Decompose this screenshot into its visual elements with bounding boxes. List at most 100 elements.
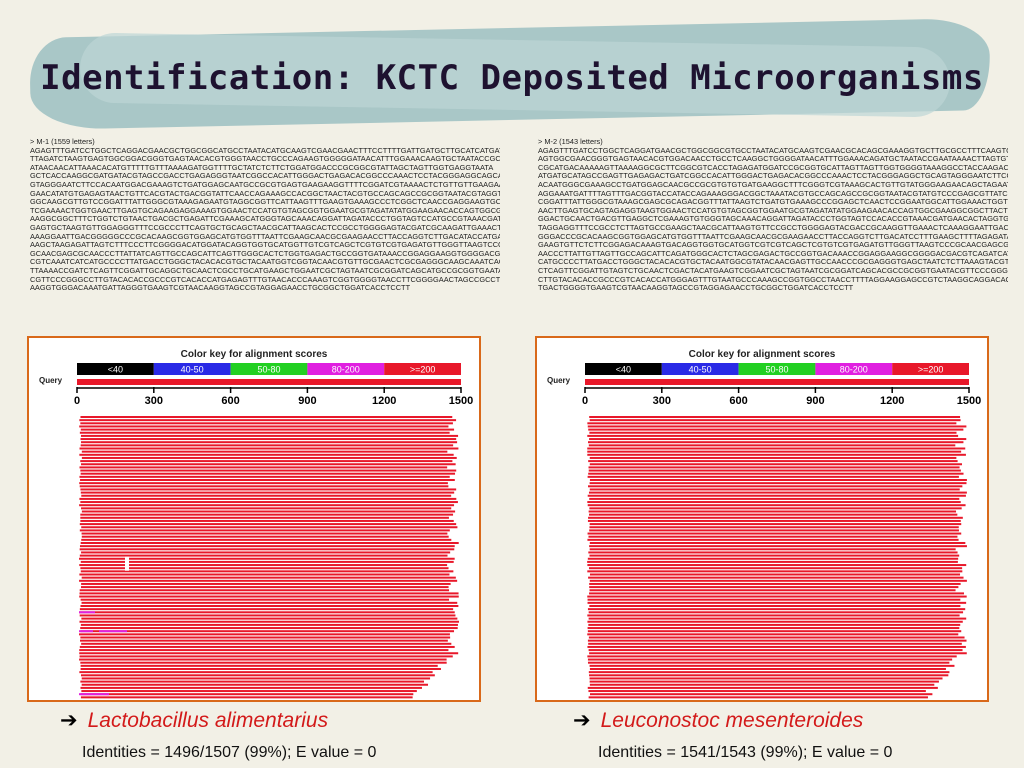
alignment-hit-bar — [588, 466, 960, 469]
alignment-hit-bar — [80, 491, 455, 494]
color-key-swatch — [738, 363, 816, 375]
alignment-hit-bar — [80, 501, 458, 504]
alignment-hit-bar — [79, 608, 454, 611]
query-bar — [585, 379, 969, 385]
color-key-label: 40-50 — [689, 365, 712, 375]
sequence-block-m2: > M-2 (1543 letters) AGAGTTTGATCCTGGCTCA… — [538, 138, 1008, 293]
alignment-hit-bar — [81, 532, 448, 535]
alignment-hit-bar — [588, 491, 967, 494]
alignment-hit-bar — [589, 419, 961, 422]
alignment-hit-bar — [79, 579, 458, 582]
alignment-hit-bar — [589, 456, 957, 459]
alignment-hit-bar — [589, 579, 967, 582]
alignment-hit-bar — [588, 460, 958, 463]
alignment-hit-bar — [81, 538, 452, 541]
alignment-hit-bar — [589, 554, 960, 557]
alignment-hit-bar — [587, 453, 966, 456]
alignment-hit-bar — [588, 617, 967, 620]
alignment-hit-bar — [80, 605, 459, 607]
alignment-hit-bar — [587, 601, 967, 604]
color-key-swatch — [153, 363, 231, 375]
query-label: Query — [547, 376, 571, 385]
alignment-hit-bar — [80, 438, 457, 441]
color-key-label: <40 — [616, 365, 631, 375]
alignment-hit-bar — [79, 554, 448, 557]
alignment-hit-bar — [79, 655, 453, 658]
alignment-hit-bar — [79, 589, 450, 592]
organism-label-m2: ➔ Leuconostoc mesenteroides — [573, 708, 863, 733]
alignment-hit-bar — [80, 668, 441, 670]
alignment-hit-bar — [587, 441, 964, 444]
axis-tick-label: 0 — [582, 395, 588, 407]
alignment-hit-bar — [79, 564, 448, 567]
alignment-hit-bar — [587, 633, 959, 636]
alignment-hit-bar — [79, 614, 456, 617]
alignment-hit-bar — [587, 475, 959, 478]
axis-tick-label: 300 — [145, 395, 163, 407]
alignment-hit-bar — [79, 611, 95, 614]
alignment-hit-bar — [80, 513, 454, 516]
alignment-hit-bar — [81, 456, 457, 459]
alignment-hit-bar — [79, 573, 450, 576]
color-key-swatch — [892, 363, 969, 375]
alignment-hit-bar — [79, 504, 455, 507]
alignment-hit-bar — [587, 560, 958, 563]
alignment-hit-bar — [80, 598, 450, 601]
alignment-hit-bar — [588, 516, 963, 519]
alignment-hit-bar — [589, 548, 956, 551]
alignment-hit-bar — [587, 630, 962, 633]
identity-text-m2: Identities = 1541/1543 (99%); E value = … — [598, 744, 893, 761]
alignment-hit-bar — [589, 573, 961, 576]
sequence-header: > M-1 (1559 letters) — [30, 138, 95, 146]
alignment-hit-bar — [80, 428, 455, 431]
alignment-hit-bar — [99, 630, 127, 633]
color-key-swatch — [815, 363, 893, 375]
color-key-label: 80-200 — [840, 365, 868, 375]
alignment-hit-bar — [589, 668, 946, 670]
alignment-hit-bar — [79, 545, 455, 548]
alignment-hit-bar — [589, 582, 961, 585]
alignment-hit-bar — [81, 690, 417, 693]
alignment-hit-bar — [80, 516, 449, 519]
alignment-hit-bar — [79, 652, 459, 655]
alignment-hit-bar — [80, 696, 413, 699]
alignment-hit-bar — [588, 485, 963, 488]
alignment-hit-bar — [587, 639, 967, 642]
alignment-hit-bar — [588, 444, 956, 447]
alignment-hit-bar — [589, 431, 957, 434]
alignment-hit-bar — [588, 690, 926, 693]
alignment-hit-bar — [587, 450, 962, 453]
alignment-hit-bar — [589, 586, 959, 589]
alignment-hit-bar — [80, 479, 455, 481]
alignment-hit-bar — [80, 434, 459, 437]
alignment-hit-bar — [587, 595, 967, 598]
alignment-hit-bar — [81, 450, 448, 453]
alignment-hit-bar — [589, 693, 933, 696]
alignment-hit-bar — [587, 425, 967, 428]
sequence-text: AGAGTTTGATCCTGGCTCAGGACGAACGCTGGCGGCATGC… — [30, 145, 500, 293]
alignment-hit-bar — [589, 677, 943, 680]
alignment-hit-bar — [81, 601, 458, 604]
blast-graphic: Color key for alignment scores <40 40-50 50… — [39, 349, 473, 699]
alignment-hit-bar — [81, 535, 449, 538]
alignment-hit-bar — [80, 686, 422, 689]
alignment-hit-bar — [79, 529, 450, 532]
alignment-hit-bar — [80, 664, 438, 667]
alignment-hit-bar — [80, 488, 457, 491]
alignment-gap — [125, 556, 129, 571]
sequence-text: AGAGTTTGATCCTGGCTCAGGATGAACGCTGGCGGCGTGC… — [538, 145, 1008, 293]
alignment-hit-bar — [587, 620, 963, 623]
axis-tick-label: 1200 — [372, 395, 396, 407]
alignment-hit-bar — [588, 636, 965, 639]
alignment-hit-bar — [81, 526, 458, 529]
alignment-hit-bar — [79, 671, 433, 674]
color-key-label: 40-50 — [181, 365, 204, 375]
alignment-hit-bar — [79, 658, 447, 661]
alignment-hit-bar — [79, 620, 459, 623]
alignment-hit-bar — [79, 693, 109, 696]
blast-panel-m2: Color key for alignment scores <40 40-50 50… — [535, 336, 989, 702]
alignment-hit-bar — [588, 623, 961, 626]
sequence-block-m1: > M-1 (1559 letters) AGAGTTTGATCCTGGCTCA… — [30, 138, 500, 293]
alignment-hit-bar — [80, 661, 447, 664]
alignment-hit-bar — [589, 545, 967, 548]
